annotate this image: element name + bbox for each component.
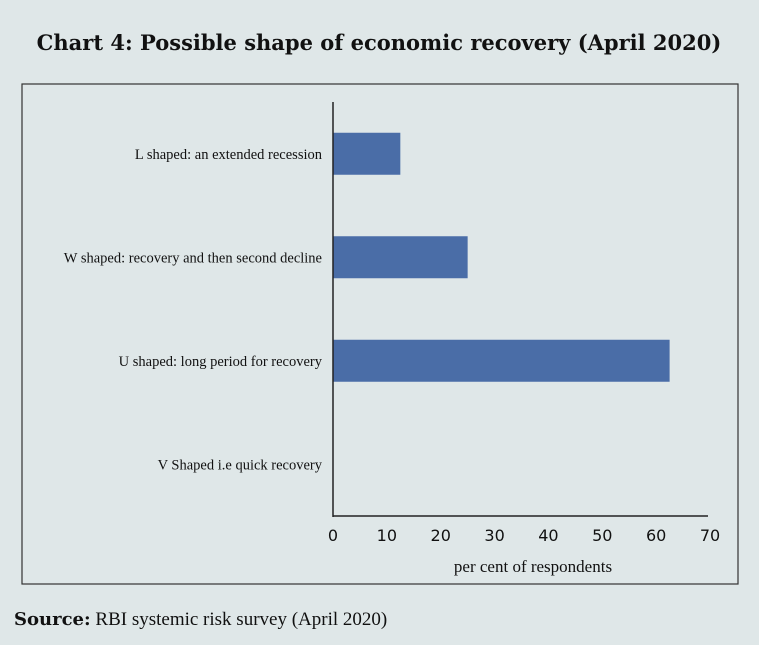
category-label: W shaped: recovery and then second decli… bbox=[64, 250, 322, 266]
source-note: Source: RBI systemic risk survey (April … bbox=[14, 609, 387, 630]
source-label: Source: bbox=[14, 609, 91, 630]
x-tick-label: 30 bbox=[484, 526, 504, 545]
chart-title: Chart 4: Possible shape of economic reco… bbox=[37, 30, 722, 55]
x-tick-label: 60 bbox=[646, 526, 666, 545]
bar bbox=[333, 339, 670, 382]
bar bbox=[333, 132, 401, 175]
x-tick-label: 50 bbox=[592, 526, 612, 545]
x-tick-label: 10 bbox=[377, 526, 397, 545]
x-tick-label: 40 bbox=[538, 526, 558, 545]
chart-frame bbox=[21, 83, 739, 585]
x-tick-label: 70 bbox=[700, 526, 720, 545]
x-tick-label: 20 bbox=[431, 526, 451, 545]
x-tick-label: 0 bbox=[328, 526, 338, 545]
category-label: V Shaped i.e quick recovery bbox=[158, 457, 323, 473]
x-axis-label: per cent of respondents bbox=[454, 557, 612, 576]
bar bbox=[333, 236, 468, 279]
source-text: RBI systemic risk survey (April 2020) bbox=[91, 609, 388, 630]
category-label: U shaped: long period for recovery bbox=[119, 354, 323, 370]
category-label: L shaped: an extended recession bbox=[135, 147, 323, 163]
